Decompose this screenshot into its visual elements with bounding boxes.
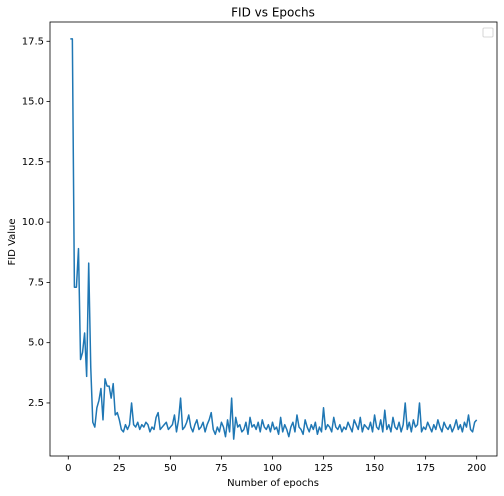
y-tick-label: 17.5 xyxy=(22,36,44,47)
y-tick-label: 12.5 xyxy=(22,157,44,168)
y-tick-label: 15.0 xyxy=(22,97,44,108)
x-axis-label: Number of epochs xyxy=(227,478,319,489)
x-tick-label: 175 xyxy=(416,463,435,474)
x-tick-label: 200 xyxy=(467,463,486,474)
x-tick-label: 25 xyxy=(113,463,126,474)
plot-frame xyxy=(49,21,498,457)
legend xyxy=(482,27,494,38)
y-axis-label: FID Value xyxy=(7,218,18,265)
y-tick-label: 2.5 xyxy=(28,398,44,409)
y-tick-label: 7.5 xyxy=(28,277,44,288)
x-tick-label: 75 xyxy=(215,463,228,474)
x-tick-label: 50 xyxy=(164,463,177,474)
x-tick-label: 0 xyxy=(65,463,71,474)
data-line xyxy=(70,38,478,440)
x-tick-label: 100 xyxy=(263,463,282,474)
x-tick-label: 125 xyxy=(314,463,333,474)
x-tick-label: 150 xyxy=(365,463,384,474)
y-tick-label: 10.0 xyxy=(22,217,44,228)
chart-title: FID vs Epochs xyxy=(231,6,315,20)
y-tick-label: 5.0 xyxy=(28,338,44,349)
